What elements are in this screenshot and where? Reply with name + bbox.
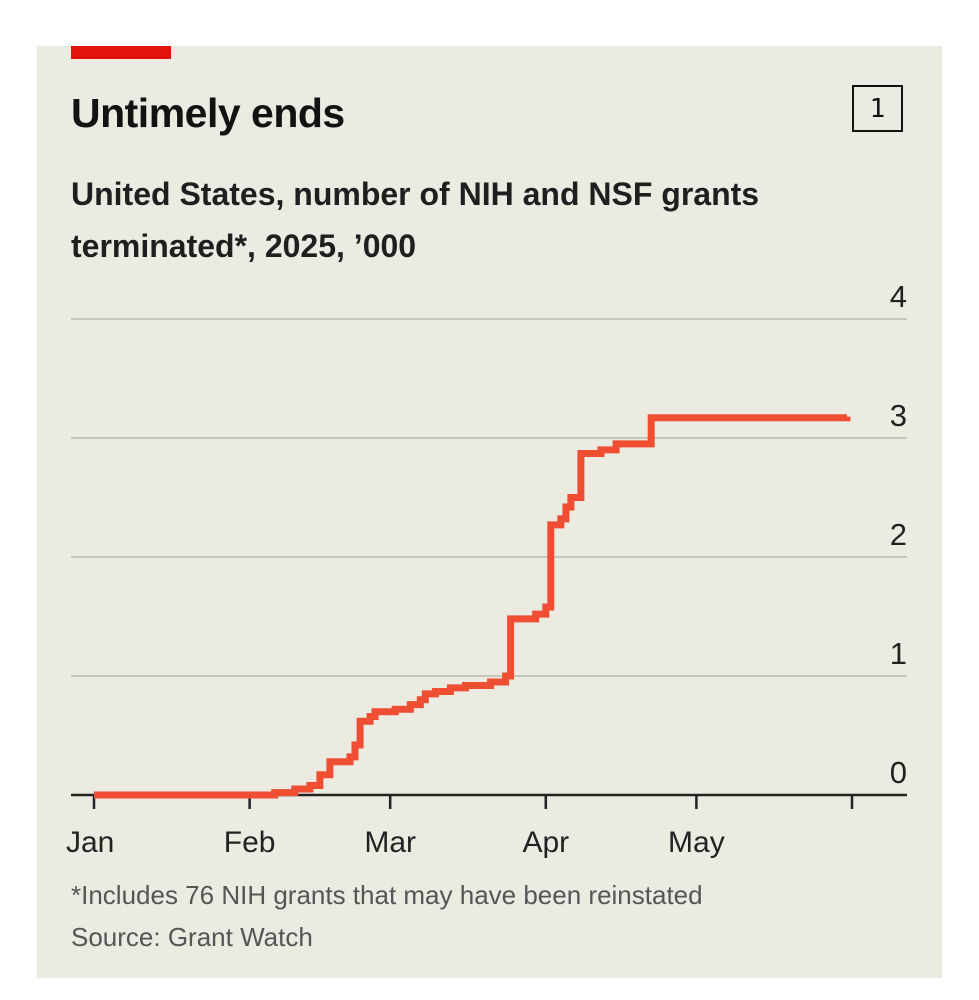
source-note: Source: Grant Watch [71,922,313,952]
x-tick-label-jan: Jan [66,826,114,859]
gridlines [71,318,907,677]
chart-plot: 0 1 2 3 4 Jan Feb Mar Apr May [66,279,907,859]
x-tick-label-apr: Apr [522,826,569,859]
series-layer [94,414,851,799]
accent-bar [71,46,171,59]
y-tick-label-0: 0 [890,755,907,790]
x-tick-label-may: May [668,826,725,859]
x-tick-label-mar: Mar [364,826,416,859]
y-tick-label-3: 3 [890,398,907,433]
footnote: *Includes 76 NIH grants that may have be… [71,880,703,910]
x-axis: Jan Feb Mar Apr May [66,793,907,859]
chart-card: Untimely ends 1 United States, number of… [37,46,942,978]
chart-title: Untimely ends [71,90,345,136]
chart-number-badge: 1 [852,85,903,132]
y-tick-label-4: 4 [890,279,907,314]
series-line-0 [94,414,851,799]
x-tick-label-feb: Feb [224,826,276,859]
y-tick-label-2: 2 [890,517,907,552]
chart-subtitle: United States, number of NIH and NSF gra… [71,176,760,264]
y-tick-label-1: 1 [890,636,907,671]
y-axis-labels: 0 1 2 3 4 [890,279,907,790]
